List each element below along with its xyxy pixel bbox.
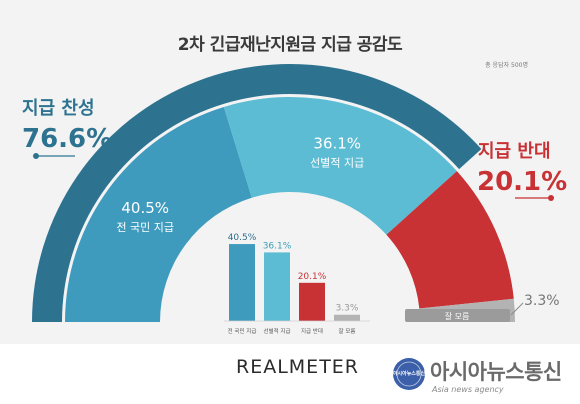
bar-selective — [264, 252, 290, 321]
dont-know-label-pill — [405, 309, 510, 322]
bar-dont-know-value-label: 3.3% — [336, 304, 359, 314]
bar-dont-know-category-label: 잘 모름 — [339, 327, 356, 335]
footer-bar — [0, 344, 580, 404]
group-value-support: 76.6% — [22, 124, 112, 154]
slice-oppose — [386, 171, 514, 309]
bar-oppose — [299, 282, 325, 321]
slice-selective — [223, 97, 457, 235]
slice-label-selective-name: 선별적 지급 — [310, 156, 364, 169]
slice-universal — [65, 106, 252, 323]
agency-subtitle: Asia news agency — [432, 385, 504, 394]
slice-label-universal-name: 전 국민 지급 — [116, 221, 174, 234]
group-label-support: 지급 찬성 — [22, 98, 95, 119]
slice-label-dont-know-name: 잘 모름 — [445, 312, 470, 321]
chart-title: 2차 긴급재난지원금 지급 공감도 — [177, 35, 403, 55]
realmeter-logo: REALMETER — [236, 356, 359, 378]
group-label-oppose: 지급 반대 — [478, 141, 551, 162]
group-value-oppose: 20.1% — [477, 167, 567, 197]
bar-selective-category-label: 선별적 지급 — [263, 327, 290, 335]
bar-oppose-category-label: 지급 반대 — [301, 327, 323, 335]
sample-size-note: 총 응답자 500명 — [485, 62, 528, 69]
slice-label-dont-know-value: 3.3% — [524, 293, 560, 309]
bar-universal — [229, 244, 255, 321]
group-band-support — [32, 63, 482, 322]
dont-know-leader-line — [510, 302, 524, 316]
bar-universal-value-label: 40.5% — [228, 233, 257, 243]
bar-oppose-value-label: 20.1% — [298, 272, 327, 282]
agency-seal-icon — [393, 358, 425, 390]
bar-dont-know — [334, 314, 360, 321]
agency-seal-text: 아시아뉴스통신 — [392, 371, 426, 377]
bar-selective-value-label: 36.1% — [263, 241, 292, 251]
agency-name: 아시아뉴스통신 — [430, 360, 562, 384]
slice-label-selective-value: 36.1% — [313, 134, 361, 152]
slice-label-universal-value: 40.5% — [121, 199, 169, 217]
bar-universal-category-label: 전 국민 지급 — [228, 327, 257, 335]
